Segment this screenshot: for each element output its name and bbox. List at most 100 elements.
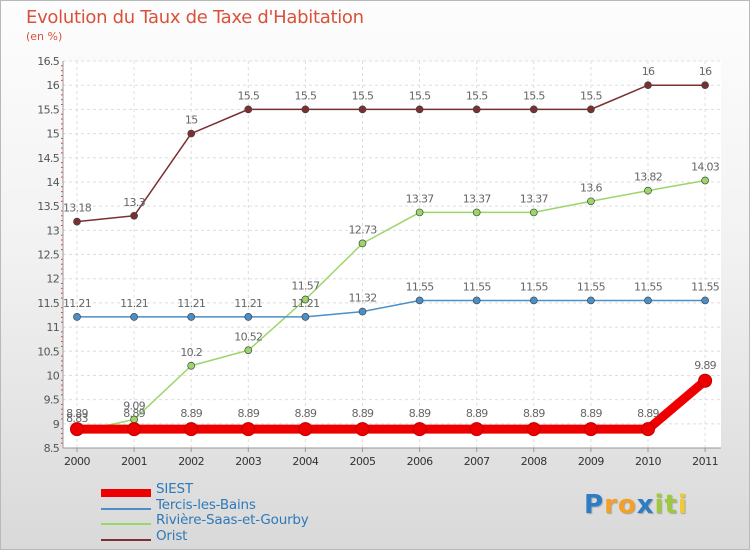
logo-letter: o [617, 490, 637, 520]
data-label: 9.09 [123, 399, 145, 412]
data-point [701, 176, 709, 185]
x-tick-label: 2001 [121, 455, 147, 468]
x-tick-label: 2004 [292, 455, 318, 468]
data-point [587, 197, 595, 206]
data-label: 8.89 [580, 407, 602, 420]
data-label: 8.89 [409, 407, 431, 420]
data-label: 13.6 [580, 181, 602, 194]
data-point [644, 296, 652, 305]
data-label: 11.32 [349, 292, 377, 305]
data-label: 11.55 [691, 280, 720, 293]
y-tick-label: 15.5 [37, 103, 59, 116]
data-label: 10.52 [234, 330, 262, 343]
data-label: 11.55 [577, 280, 606, 293]
logo-letter: r [604, 490, 618, 520]
data-label: 8.89 [352, 407, 374, 420]
y-tick-label: 16.5 [37, 55, 59, 68]
data-label: 11.21 [120, 297, 148, 310]
y-tick-label: 10 [46, 369, 59, 382]
data-point [244, 346, 253, 355]
data-point [526, 422, 541, 437]
data-point [529, 208, 538, 217]
x-tick-label: 2006 [407, 455, 433, 468]
data-label: 11.57 [291, 279, 320, 292]
data-point [358, 307, 367, 316]
data-label: 8.89 [523, 407, 545, 420]
x-tick-label: 2010 [635, 455, 661, 468]
data-label: 15.5 [466, 89, 488, 102]
data-label: 16 [642, 65, 655, 78]
data-label: 11.55 [520, 280, 549, 293]
data-point [358, 239, 367, 248]
data-point [583, 422, 598, 437]
legend-swatch [101, 507, 151, 510]
logo-letter: t [664, 490, 678, 520]
data-point [415, 208, 424, 217]
data-point [70, 422, 84, 437]
data-point [73, 313, 81, 321]
data-label: 8.89 [66, 407, 88, 420]
data-label: 14.03 [691, 160, 720, 173]
series-line-rivi-re-saas-et-gourby [76, 179, 706, 433]
data-label: 11.55 [463, 280, 492, 293]
data-point [301, 313, 310, 321]
data-label: 16 [699, 65, 712, 78]
data-point [244, 313, 253, 321]
legend-swatch [101, 523, 151, 525]
data-label: 15.5 [237, 89, 259, 102]
data-label: 13.18 [63, 202, 92, 215]
series-line-siest [72, 376, 710, 434]
y-tick-label: 12.5 [37, 249, 59, 262]
data-point [701, 81, 709, 90]
data-point [641, 422, 655, 437]
legend-label: Orist [156, 527, 188, 544]
data-label: 11.21 [234, 297, 262, 310]
data-point [355, 422, 370, 437]
proxiti-logo: Proxiti [584, 490, 688, 520]
data-point [587, 105, 595, 114]
data-point [73, 217, 81, 226]
data-point [701, 296, 709, 305]
data-label: 15.5 [523, 89, 545, 102]
data-label: 15 [185, 114, 198, 127]
data-label: 11.21 [63, 297, 91, 310]
data-label: 9.89 [694, 359, 716, 372]
data-point [698, 373, 713, 388]
data-label: 8.89 [123, 407, 145, 420]
series-line-tercis-les-bains [76, 299, 706, 318]
data-label: 13.82 [634, 171, 662, 184]
data-point [587, 296, 595, 305]
data-label: 8.83 [66, 412, 88, 425]
legend-label: Tercis-les-Bains [156, 496, 256, 513]
x-tick-label: 2002 [178, 455, 204, 468]
data-label: 13.37 [463, 192, 492, 205]
data-point [244, 105, 253, 114]
data-point [469, 422, 484, 437]
y-tick-label: 11 [46, 321, 59, 334]
y-tick-label: 14.5 [37, 152, 59, 165]
data-point [415, 296, 424, 305]
y-tick-label: 9.5 [44, 394, 60, 407]
logo-letter: i [654, 490, 665, 520]
data-label: 11.55 [634, 280, 663, 293]
chart-title: Evolution du Taux de Taxe d'Habitation [26, 7, 364, 28]
x-tick-label: 2005 [350, 455, 376, 468]
data-label: 8.89 [180, 407, 202, 420]
data-point [184, 422, 199, 437]
data-point [301, 295, 310, 304]
x-tick-label: 2008 [521, 455, 547, 468]
y-tick-label: 9 [53, 418, 60, 431]
series-line-orist [76, 84, 706, 223]
data-label: 12.73 [349, 223, 378, 236]
data-point [187, 129, 196, 138]
data-label: 11.55 [406, 280, 435, 293]
y-tick-label: 16 [46, 79, 59, 92]
y-tick-label: 12 [46, 273, 59, 286]
data-label: 8.89 [637, 407, 659, 420]
y-tick-label: 13 [46, 224, 59, 237]
data-point [127, 422, 142, 437]
data-point [472, 296, 481, 305]
chart-unit: (en %) [26, 30, 63, 43]
data-point [358, 105, 367, 114]
x-tick-label: 2003 [235, 455, 261, 468]
